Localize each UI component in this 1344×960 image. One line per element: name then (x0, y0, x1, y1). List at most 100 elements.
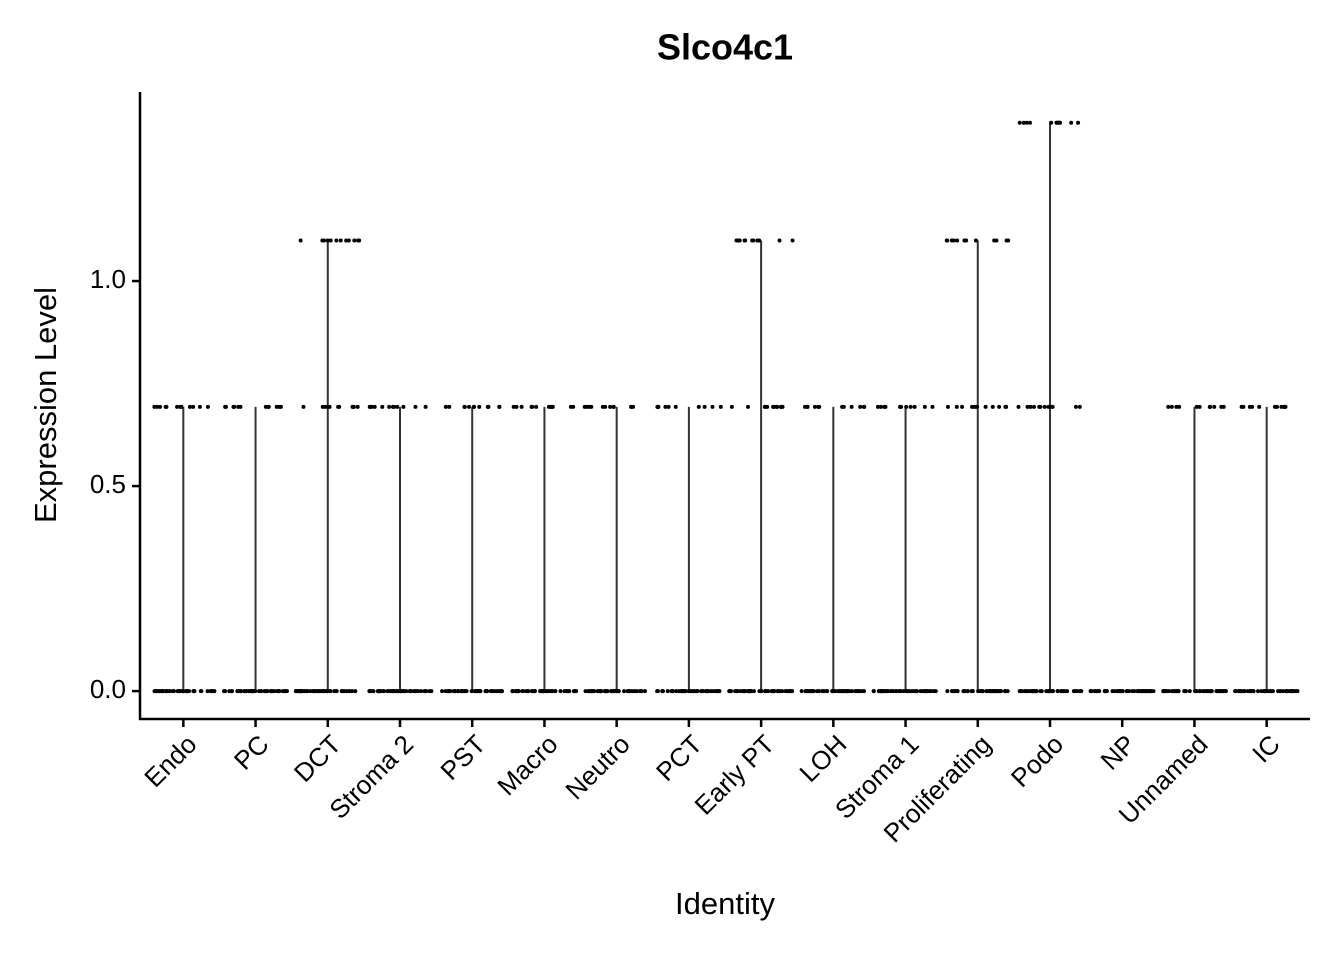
data-point (992, 238, 997, 243)
data-point (665, 689, 670, 694)
data-point (913, 689, 918, 694)
data-point (1130, 689, 1135, 694)
data-point (930, 404, 935, 409)
data-point (790, 689, 795, 694)
data-point (742, 238, 747, 243)
x-tick-label: PC (228, 729, 275, 776)
data-point (402, 689, 407, 694)
data-point (564, 689, 569, 694)
data-point (858, 404, 863, 409)
data-point (815, 689, 820, 694)
data-point (187, 404, 192, 409)
data-point (1177, 404, 1182, 409)
data-point (1024, 120, 1029, 125)
data-point (663, 404, 668, 409)
data-point (954, 404, 959, 409)
data-point (589, 689, 594, 694)
data-point (451, 689, 456, 694)
data-point (799, 689, 804, 694)
data-point (263, 404, 268, 409)
data-point (1027, 120, 1032, 125)
data-point (474, 689, 479, 694)
data-point (244, 689, 249, 694)
data-point (749, 689, 754, 694)
data-point (605, 689, 610, 694)
data-point (391, 689, 396, 694)
data-point (836, 689, 841, 694)
data-point (1003, 404, 1008, 409)
data-point (1021, 120, 1026, 125)
data-point (1220, 689, 1225, 694)
data-point (583, 689, 588, 694)
data-point (770, 689, 775, 694)
data-point (380, 404, 385, 409)
x-tick-label: Early PT (689, 729, 781, 821)
data-point (933, 689, 938, 694)
data-point (197, 404, 202, 409)
data-point (177, 689, 182, 694)
data-point (534, 404, 539, 409)
data-point (171, 689, 176, 694)
data-point (1028, 404, 1033, 409)
data-point (1147, 689, 1152, 694)
data-point (356, 238, 361, 243)
data-point (353, 689, 358, 694)
x-tick-label: Podo (1005, 729, 1069, 793)
y-axis-title: Expression Level (28, 287, 63, 523)
x-tick-label: PCT (650, 729, 708, 787)
data-point (529, 689, 534, 694)
data-point (355, 404, 360, 409)
data-point (1120, 689, 1125, 694)
data-point (955, 238, 960, 243)
data-point (1187, 689, 1192, 694)
data-point (844, 689, 849, 694)
data-point (812, 404, 817, 409)
data-point (871, 689, 876, 694)
data-point (1207, 404, 1212, 409)
data-point (427, 689, 432, 694)
data-point (878, 404, 883, 409)
data-point (1265, 689, 1270, 694)
data-point (894, 689, 899, 694)
x-tick-label: IC (1246, 729, 1286, 769)
data-point (398, 689, 403, 694)
data-point (328, 238, 333, 243)
data-point (491, 689, 496, 694)
data-point (983, 404, 988, 409)
data-point (1216, 689, 1221, 694)
data-point (301, 404, 306, 409)
data-point (198, 689, 203, 694)
data-point (368, 689, 373, 694)
data-point (371, 689, 376, 694)
data-point (922, 404, 927, 409)
data-point (964, 238, 969, 243)
data-point (1182, 689, 1187, 694)
data-point (368, 404, 373, 409)
data-point (765, 404, 770, 409)
data-point (656, 404, 661, 409)
data-point (897, 689, 902, 694)
data-point (666, 404, 671, 409)
data-point (803, 689, 808, 694)
data-point (970, 404, 975, 409)
data-point (550, 689, 555, 694)
data-point (833, 689, 838, 694)
data-point (695, 689, 700, 694)
data-point (295, 689, 300, 694)
data-point (780, 404, 785, 409)
data-point (376, 689, 381, 694)
data-point (945, 404, 950, 409)
data-point (178, 404, 183, 409)
y-tick-label: 0.0 (90, 674, 126, 704)
data-point (984, 689, 989, 694)
data-point (317, 689, 322, 694)
data-point (164, 689, 169, 694)
data-point (514, 404, 519, 409)
data-point (274, 404, 279, 409)
x-tick-label: PST (434, 729, 491, 786)
x-axis-title: Identity (675, 886, 775, 921)
data-point (701, 689, 706, 694)
data-point (321, 238, 326, 243)
data-point (338, 238, 343, 243)
data-point (553, 689, 558, 694)
